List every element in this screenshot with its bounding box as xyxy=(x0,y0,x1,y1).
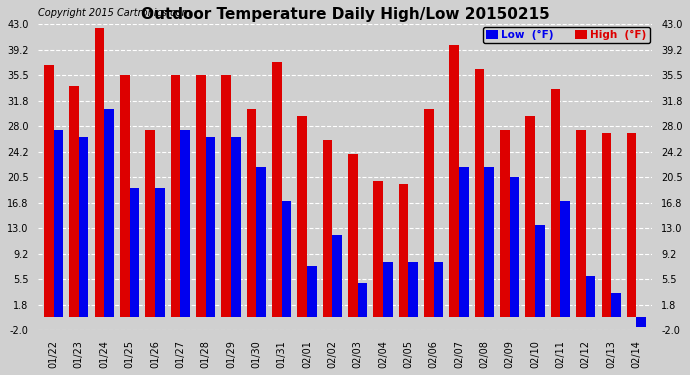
Bar xyxy=(408,262,418,317)
Bar xyxy=(424,110,434,317)
Bar xyxy=(636,317,646,327)
Bar xyxy=(54,130,63,317)
Bar xyxy=(348,154,357,317)
Bar xyxy=(484,167,494,317)
Bar xyxy=(551,89,560,317)
Bar xyxy=(231,136,241,317)
Bar xyxy=(196,75,206,317)
Bar xyxy=(180,130,190,317)
Bar xyxy=(535,225,544,317)
Bar xyxy=(69,86,79,317)
Bar xyxy=(357,283,367,317)
Bar xyxy=(627,133,636,317)
Bar xyxy=(79,136,88,317)
Bar xyxy=(510,177,520,317)
Bar xyxy=(459,167,469,317)
Bar xyxy=(475,69,484,317)
Bar xyxy=(130,188,139,317)
Bar xyxy=(576,130,586,317)
Bar xyxy=(399,184,408,317)
Bar xyxy=(560,201,570,317)
Bar xyxy=(146,130,155,317)
Bar xyxy=(373,181,383,317)
Bar xyxy=(170,75,180,317)
Text: Copyright 2015 Cartronics.com: Copyright 2015 Cartronics.com xyxy=(38,8,191,18)
Bar xyxy=(383,262,393,317)
Bar xyxy=(272,62,282,317)
Bar xyxy=(297,116,307,317)
Bar xyxy=(256,167,266,317)
Bar xyxy=(323,140,333,317)
Bar xyxy=(221,75,231,317)
Bar xyxy=(307,266,317,317)
Bar xyxy=(246,110,256,317)
Bar xyxy=(602,133,611,317)
Bar xyxy=(155,188,164,317)
Bar xyxy=(526,116,535,317)
Bar xyxy=(120,75,130,317)
Bar xyxy=(434,262,444,317)
Title: Outdoor Temperature Daily High/Low 20150215: Outdoor Temperature Daily High/Low 20150… xyxy=(141,7,549,22)
Bar xyxy=(500,130,510,317)
Bar xyxy=(206,136,215,317)
Bar xyxy=(95,28,104,317)
Bar xyxy=(611,293,621,317)
Bar xyxy=(282,201,291,317)
Bar xyxy=(586,276,595,317)
Bar xyxy=(44,65,54,317)
Bar xyxy=(104,110,114,317)
Bar xyxy=(333,235,342,317)
Bar xyxy=(449,45,459,317)
Legend: Low  (°F), High  (°F): Low (°F), High (°F) xyxy=(482,27,649,43)
